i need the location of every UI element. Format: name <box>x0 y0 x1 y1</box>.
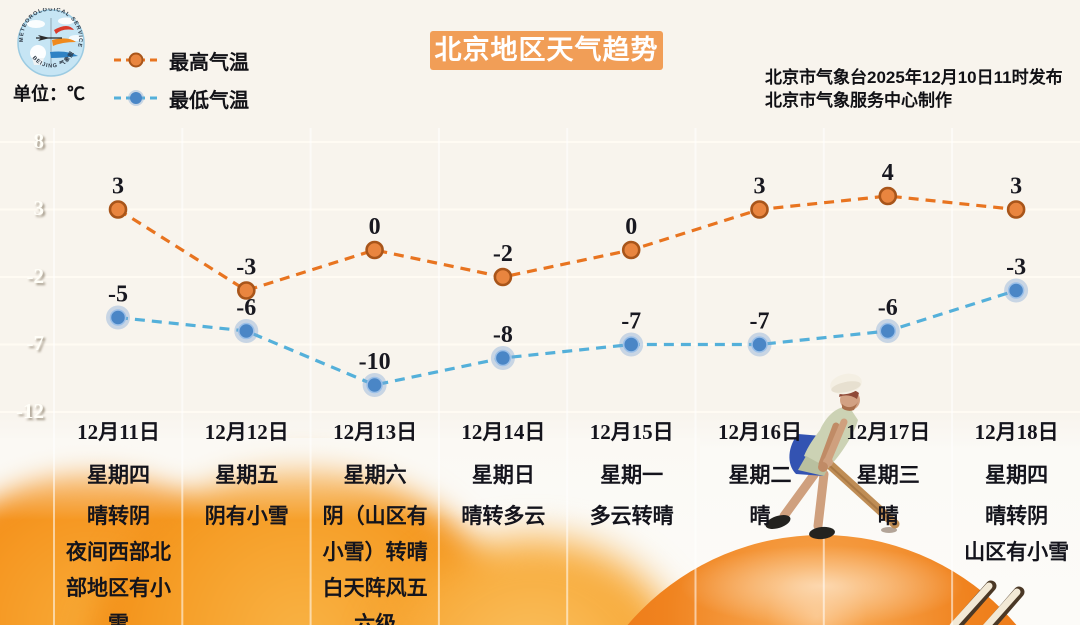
day-column: 12月13日 星期六阴（山区有 小雪）转晴 白天阵风五 六级 <box>311 415 440 625</box>
y-tick: -7 <box>26 331 45 355</box>
day-column: 12月14日 星期日晴转多云 <box>439 415 568 535</box>
low-temp-value-label: -7 <box>621 309 641 335</box>
chart-legend: 最高气温 最低气温 <box>113 47 249 123</box>
high-temp-point <box>237 281 256 300</box>
day-column: 12月12日 星期五阴有小雪 <box>182 415 311 535</box>
weekday-label: 星期六 <box>343 463 407 487</box>
legend-item-low: 最低气温 <box>113 85 249 112</box>
date-label: 12月13日 <box>333 420 418 444</box>
high-temp-value-label: 3 <box>754 174 766 200</box>
high-temp-value-label: 3 <box>112 174 124 200</box>
weather-description: 阴有小雪 <box>204 505 289 528</box>
low-temp-point-halo <box>875 319 900 343</box>
high-temp-value-label: 0 <box>369 214 381 240</box>
low-temp-point-halo <box>234 319 259 343</box>
high-temp-line <box>117 194 1017 293</box>
low-temp-legend-label: 最低气温 <box>169 89 249 112</box>
high-temp-point <box>621 240 641 260</box>
weather-description: 阴（山区有 小雪）转晴 白天阵风五 六级 <box>322 505 428 625</box>
high-temp-point <box>878 186 898 206</box>
low-temp-point <box>494 349 512 367</box>
weekday-label: 星期五 <box>215 463 279 487</box>
high-temp-value-label: 3 <box>1010 174 1022 200</box>
date-label: 12月18日 <box>974 420 1059 444</box>
day-column: 12月11日 星期四晴转阴 夜间西部北 部地区有小 雪 <box>54 415 183 625</box>
low-temp-value-label: -5 <box>108 282 128 308</box>
meteorological-service-logo: METEOROLOGICAL SERVICE BEIJING 气象服务 <box>16 8 85 77</box>
day-column: 12月18日 星期四晴转阴 山区有小雪 <box>952 415 1080 571</box>
high-temp-value-label: 0 <box>625 214 637 240</box>
y-tick: 8 <box>33 129 45 153</box>
low-temp-value-label: -6 <box>878 295 898 321</box>
low-temp-point <box>622 336 640 353</box>
low-temp-point <box>1007 282 1025 299</box>
weekday-label: 星期二 <box>728 463 792 487</box>
date-label: 12月12日 <box>204 420 289 444</box>
low-temp-point-halo <box>490 346 515 370</box>
high-temp-legend-label: 最高气温 <box>169 51 249 74</box>
low-temp-value-label: -3 <box>1006 255 1026 281</box>
ladder-graphic <box>949 580 1025 625</box>
high-temp-value-label: -2 <box>493 241 513 267</box>
date-label: 12月15日 <box>589 420 674 444</box>
weather-description: 晴 <box>877 505 899 528</box>
low-temp-point <box>109 309 127 326</box>
low-temp-point <box>751 336 768 353</box>
weather-description: 多云转晴 <box>589 505 674 528</box>
high-temp-point <box>1006 200 1026 219</box>
source-line-1: 北京市气象台2025年12月10日11时发布 <box>765 68 1063 87</box>
low-temp-point-halo <box>362 373 387 397</box>
low-temp-point-halo <box>747 332 772 357</box>
source-info: 北京市气象台2025年12月10日11时发布 北京市气象服务中心制作 <box>765 66 1063 112</box>
low-temp-point-halo <box>619 332 644 357</box>
high-temp-point <box>493 267 513 287</box>
low-temp-value-label: -6 <box>236 295 256 321</box>
date-label: 12月16日 <box>718 420 802 444</box>
unit-label: 单位：℃ <box>13 84 85 104</box>
y-tick: 3 <box>33 196 45 220</box>
low-temp-point <box>238 322 255 340</box>
high-temp-legend-icon <box>114 52 158 68</box>
page-title: 北京地区天气趋势 <box>430 31 663 70</box>
day-column: 12月16日 星期二晴 <box>696 415 825 535</box>
low-temp-legend-icon <box>114 90 158 106</box>
weekday-label: 星期三 <box>856 463 920 487</box>
date-label: 12月17日 <box>846 420 931 444</box>
low-temp-point <box>879 322 897 340</box>
day-column: 12月15日 星期一多云转晴 <box>567 415 696 535</box>
date-label: 12月11日 <box>77 420 160 444</box>
weekday-label: 星期四 <box>87 463 150 487</box>
weekday-label: 星期四 <box>985 463 1049 487</box>
high-temp-point <box>108 200 128 219</box>
high-temp-point <box>750 200 769 219</box>
high-temp-value-label: -3 <box>236 255 256 281</box>
weather-description: 晴转阴 夜间西部北 部地区有小 雪 <box>66 505 171 625</box>
low-temp-value-label: -10 <box>359 349 391 375</box>
low-temp-point-halo <box>1004 278 1029 303</box>
weather-description: 晴转多云 <box>461 505 546 528</box>
low-temp-point <box>366 376 383 394</box>
photo-white-fade <box>0 438 700 520</box>
y-tick: -12 <box>16 399 44 423</box>
y-tick: -2 <box>26 264 45 288</box>
day-column: 12月17日 星期三晴 <box>824 415 953 535</box>
low-temp-value-label: -8 <box>493 322 513 348</box>
miniature-figure <box>765 373 900 540</box>
date-label: 12月14日 <box>461 420 546 444</box>
weekday-label: 星期一 <box>600 463 664 487</box>
weather-description: 晴转阴 山区有小雪 <box>964 505 1070 564</box>
low-temp-value-label: -7 <box>750 309 770 335</box>
high-temp-point <box>365 240 384 260</box>
weekday-label: 星期日 <box>471 463 535 487</box>
source-line-2: 北京市气象服务中心制作 <box>765 91 952 110</box>
low-temp-point-halo <box>106 305 130 330</box>
high-temp-value-label: 4 <box>882 160 894 186</box>
legend-item-high: 最高气温 <box>113 47 249 74</box>
weather-description: 晴 <box>749 505 771 528</box>
